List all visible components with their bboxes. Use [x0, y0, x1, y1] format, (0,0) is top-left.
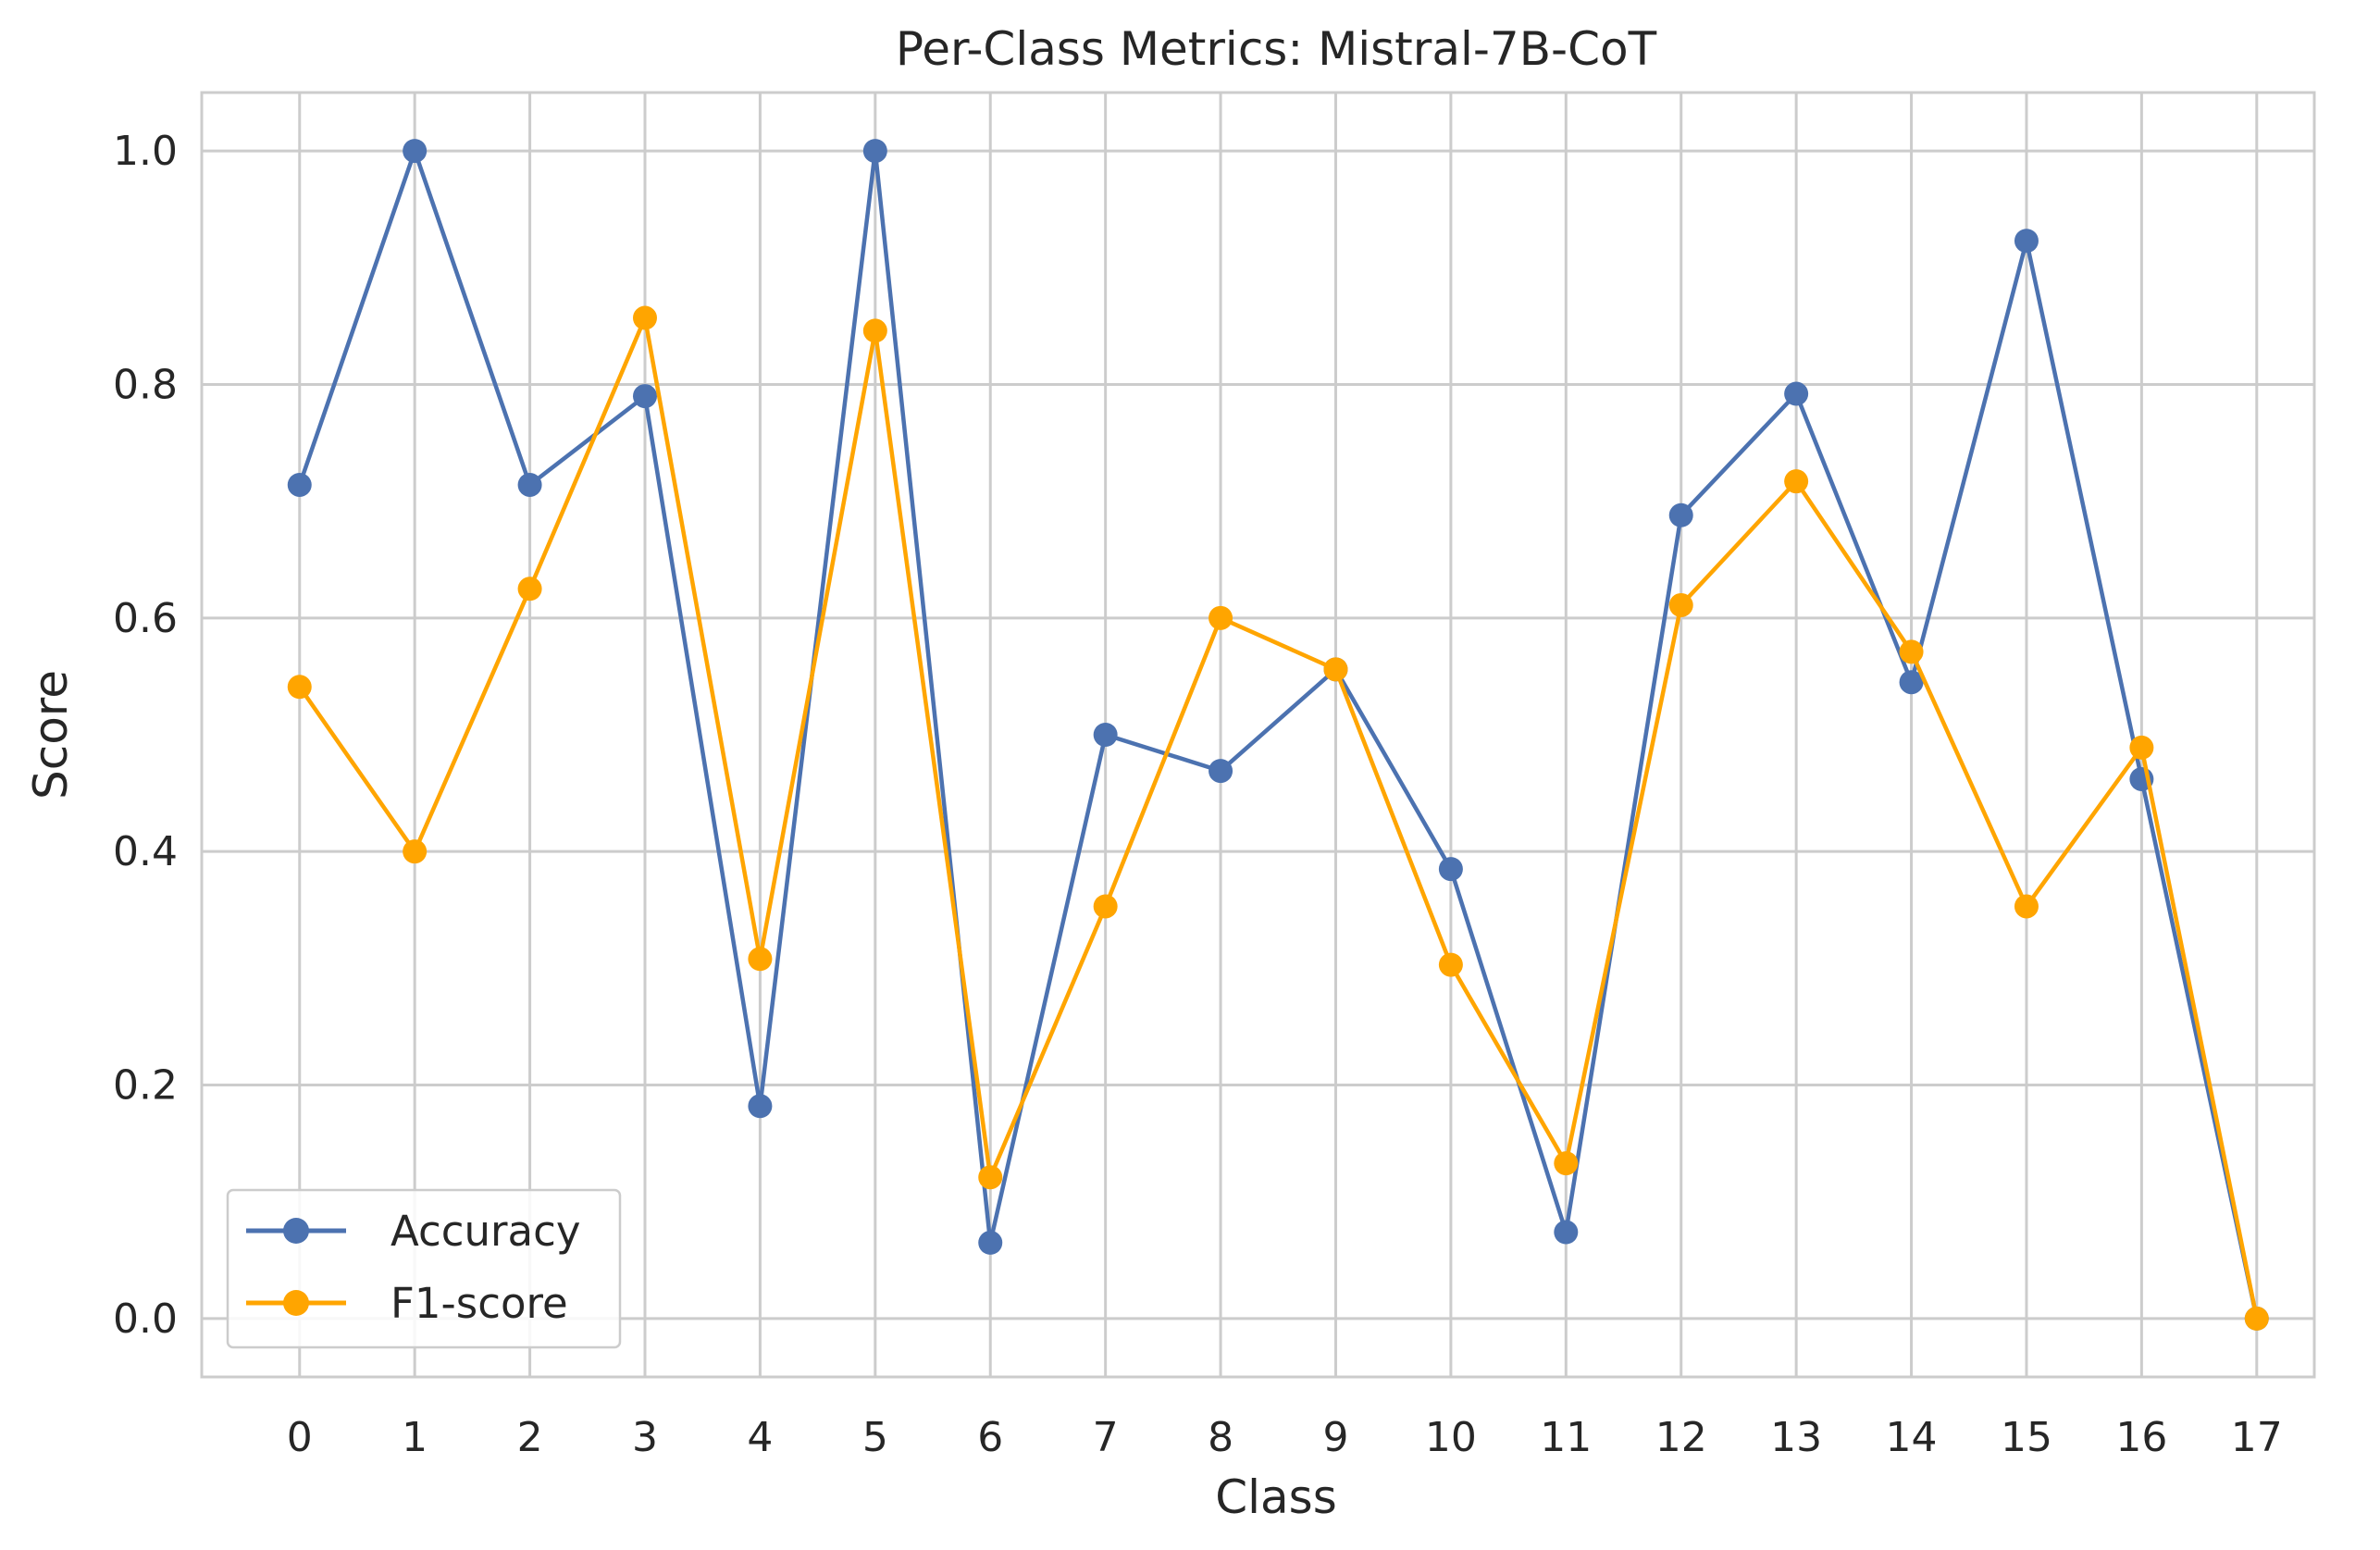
x-tick-label: 7	[1093, 1414, 1119, 1461]
data-point-f1-score	[2129, 735, 2154, 760]
y-tick-label: 0.0	[113, 1296, 178, 1343]
data-point-f1-score	[1554, 1151, 1579, 1176]
data-point-f1-score	[1899, 639, 1924, 664]
data-point-accuracy	[287, 472, 312, 497]
data-point-accuracy	[517, 472, 542, 497]
series-f1-score	[287, 305, 2269, 1331]
series-layer	[287, 139, 2269, 1331]
plot-frame	[200, 91, 2316, 1379]
data-point-accuracy	[1209, 759, 1233, 784]
x-tick-label: 3	[632, 1414, 658, 1461]
data-point-f1-score	[1784, 469, 1809, 494]
x-tick-label: 14	[1886, 1414, 1938, 1461]
data-point-f1-score	[1093, 894, 1118, 919]
data-point-f1-score	[2014, 894, 2039, 919]
data-point-accuracy	[1093, 723, 1118, 747]
y-tick-label: 0.4	[113, 828, 178, 875]
data-point-accuracy	[978, 1230, 1003, 1255]
data-point-accuracy	[403, 139, 428, 164]
x-tick-label: 5	[862, 1414, 888, 1461]
legend-marker-accuracy	[283, 1218, 309, 1244]
data-point-f1-score	[978, 1165, 1003, 1190]
data-point-f1-score	[287, 675, 312, 700]
legend-label-accuracy: Accuracy	[390, 1207, 580, 1256]
data-point-f1-score	[862, 318, 887, 343]
data-point-f1-score	[1668, 592, 1693, 617]
data-point-f1-score	[748, 947, 773, 972]
x-tick-label: 9	[1322, 1414, 1348, 1461]
x-tick-label: 6	[977, 1414, 1003, 1461]
data-point-accuracy	[862, 139, 887, 164]
x-axis-title: Class	[1215, 1470, 1337, 1524]
y-axis-title: Score	[24, 670, 78, 800]
series-line-f1-score	[297, 316, 2260, 1320]
data-point-accuracy	[1668, 502, 1693, 527]
x-tick-label: 8	[1208, 1414, 1233, 1461]
legend-label-f1-score: F1-score	[390, 1279, 568, 1328]
x-tick-label: 10	[1425, 1414, 1477, 1461]
data-point-accuracy	[1438, 857, 1463, 882]
legend: Accuracy F1-score	[226, 1188, 622, 1349]
data-point-accuracy	[1784, 381, 1809, 406]
x-tick-label: 16	[2115, 1414, 2167, 1461]
data-point-f1-score	[1209, 605, 1233, 630]
data-point-f1-score	[1438, 952, 1463, 977]
data-point-f1-score	[632, 305, 657, 330]
data-point-f1-score	[517, 577, 542, 601]
x-gridlines	[298, 93, 2259, 1377]
x-tick-label: 15	[2001, 1414, 2052, 1461]
y-tick-label: 0.2	[113, 1062, 178, 1110]
chart-title: Per-Class Metrics: Mistral-7B-CoT	[896, 22, 1657, 76]
data-point-accuracy	[632, 384, 657, 409]
x-tick-label: 0	[287, 1414, 313, 1461]
data-point-accuracy	[2014, 229, 2039, 254]
data-point-f1-score	[1323, 657, 1348, 682]
x-tick-label: 12	[1655, 1414, 1707, 1461]
data-point-accuracy	[748, 1094, 773, 1119]
x-tick-label: 4	[747, 1414, 773, 1461]
plot-background	[202, 93, 2314, 1377]
data-point-accuracy	[1554, 1220, 1579, 1245]
data-point-f1-score	[2244, 1306, 2269, 1331]
series-accuracy	[287, 139, 2269, 1331]
x-tick-label: 2	[517, 1414, 543, 1461]
x-tick-label: 11	[1540, 1414, 1592, 1461]
y-tick-labels: 0.0 0.2 0.4 0.6 0.8 1.0	[113, 128, 178, 1343]
x-tick-labels: 0 1 2 3 4 5 6 7 8 9 10 11 12 13 14 15 16 17	[287, 1414, 2283, 1461]
x-tick-label: 17	[2231, 1414, 2283, 1461]
y-tick-label: 0.8	[113, 361, 178, 408]
y-tick-label: 0.6	[113, 595, 178, 642]
x-tick-label: 13	[1770, 1414, 1822, 1461]
data-point-f1-score	[403, 839, 428, 864]
data-point-accuracy	[1899, 670, 1924, 695]
x-tick-label: 1	[402, 1414, 428, 1461]
legend-marker-f1-score	[283, 1290, 309, 1316]
series-line-accuracy	[297, 148, 2260, 1320]
y-tick-label: 1.0	[113, 128, 178, 175]
